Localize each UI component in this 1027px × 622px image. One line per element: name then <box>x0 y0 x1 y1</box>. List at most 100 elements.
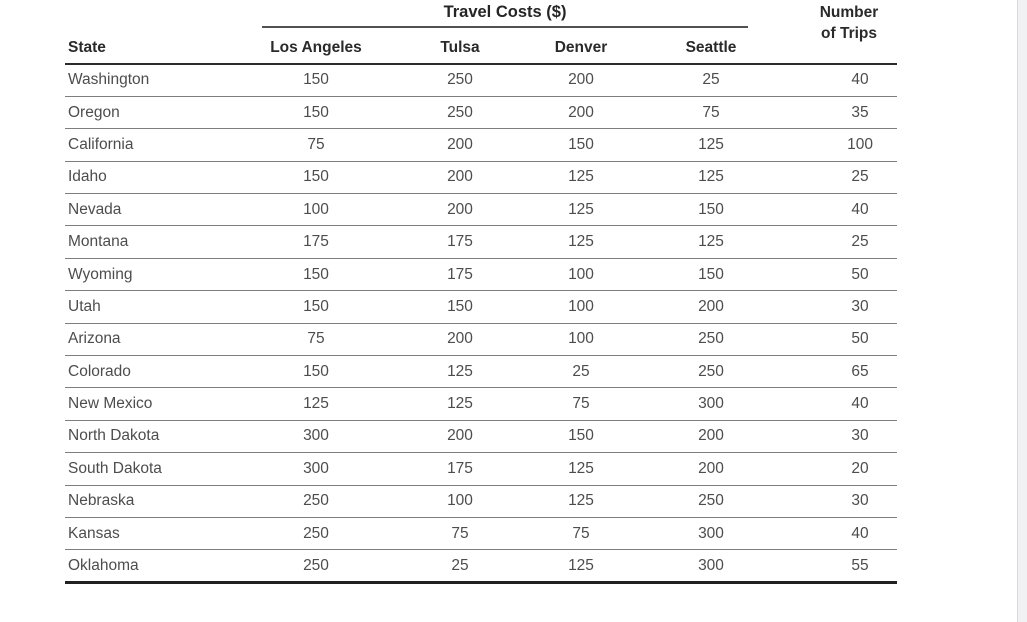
cost-cell: 25 <box>621 64 802 97</box>
column-header-row: State Los Angeles Tulsa Denver Seattle <box>65 28 897 65</box>
state-cell: Arizona <box>65 323 253 357</box>
cost-cell: 100 <box>541 290 621 324</box>
table-row: Idaho 150 200 125 125 25 <box>65 161 898 195</box>
spanner-spacer <box>65 2 253 28</box>
table-row: Washington 150 250 200 25 40 <box>65 64 898 97</box>
table-row: Oklahoma 250 25 125 300 55 <box>65 549 898 584</box>
table-row: Wyoming 150 175 100 150 50 <box>65 258 898 292</box>
cost-cell: 75 <box>253 128 379 162</box>
cost-cell: 125 <box>621 225 802 259</box>
state-cell: Nebraska <box>65 485 253 518</box>
column-header-denver: Denver <box>541 28 621 65</box>
state-cell: Montana <box>65 225 253 259</box>
cost-cell: 175 <box>253 225 379 259</box>
cost-cell: 175 <box>379 452 541 486</box>
cost-cell: 200 <box>621 290 802 324</box>
cost-cell: 100 <box>541 323 621 357</box>
cost-cell: 150 <box>253 355 379 389</box>
table-row: Nebraska 250 100 125 250 30 <box>65 485 898 518</box>
table-row: Utah 150 150 100 200 30 <box>65 290 898 324</box>
cost-cell: 125 <box>541 452 621 486</box>
cost-cell: 250 <box>379 64 541 97</box>
table-row: New Mexico 125 125 75 300 40 <box>65 387 898 421</box>
trips-cell: 40 <box>801 517 898 551</box>
trips-header-line1: Number <box>819 4 879 21</box>
cost-cell: 300 <box>621 387 802 421</box>
state-cell: Wyoming <box>65 258 253 292</box>
trips-header-line2: of Trips <box>821 25 877 42</box>
cost-cell: 125 <box>541 161 621 195</box>
state-cell: Kansas <box>65 517 253 551</box>
state-cell: North Dakota <box>65 420 253 454</box>
cost-cell: 250 <box>379 96 541 130</box>
state-cell: California <box>65 128 253 162</box>
cost-cell: 75 <box>253 323 379 357</box>
state-cell: Nevada <box>65 193 253 227</box>
spanner-header-cell: Travel Costs ($) <box>253 2 801 28</box>
table-row: Kansas 250 75 75 300 40 <box>65 517 898 551</box>
column-header-tulsa: Tulsa <box>379 28 541 65</box>
column-header-state: State <box>65 28 253 65</box>
trips-cell: 35 <box>801 96 898 130</box>
trips-cell: 25 <box>801 161 898 195</box>
state-cell: Utah <box>65 290 253 324</box>
trips-cell: 100 <box>801 128 898 162</box>
cost-cell: 300 <box>253 452 379 486</box>
trips-cell: 55 <box>801 549 898 584</box>
cost-cell: 250 <box>621 355 802 389</box>
spanner-header-label: Travel Costs ($) <box>262 2 749 28</box>
cost-cell: 250 <box>253 549 379 584</box>
trips-cell: 20 <box>801 452 898 486</box>
table-row: North Dakota 300 200 150 200 30 <box>65 420 898 454</box>
trips-cell: 40 <box>801 193 898 227</box>
column-header-los-angeles: Los Angeles <box>253 28 379 65</box>
cost-cell: 200 <box>541 96 621 130</box>
cost-cell: 25 <box>541 355 621 389</box>
cost-cell: 100 <box>253 193 379 227</box>
table-row: Colorado 150 125 25 250 65 <box>65 355 898 389</box>
trips-cell: 40 <box>801 64 898 97</box>
table-row: Montana 175 175 125 125 25 <box>65 225 898 259</box>
column-header-seattle: Seattle <box>621 28 802 65</box>
cost-cell: 175 <box>379 258 541 292</box>
trips-cell: 50 <box>801 258 898 292</box>
spanner-header-row: Travel Costs ($) Number of Trips <box>65 2 898 65</box>
trips-cell: 30 <box>801 420 898 454</box>
cost-cell: 125 <box>541 549 621 584</box>
table-row: South Dakota 300 175 125 200 20 <box>65 452 898 486</box>
cost-cell: 250 <box>253 485 379 518</box>
cost-cell: 125 <box>379 355 541 389</box>
cost-cell: 200 <box>379 128 541 162</box>
cost-cell: 200 <box>541 64 621 97</box>
trips-cell: 50 <box>801 323 898 357</box>
cost-cell: 150 <box>541 128 621 162</box>
cost-cell: 100 <box>541 258 621 292</box>
table-row: Arizona 75 200 100 250 50 <box>65 323 898 357</box>
cost-cell: 200 <box>379 193 541 227</box>
table-row: Oregon 150 250 200 75 35 <box>65 96 898 130</box>
table-body: Washington 150 250 200 25 40 Oregon 150 250 200 75… <box>65 64 898 584</box>
state-cell: South Dakota <box>65 452 253 486</box>
cost-cell: 125 <box>541 193 621 227</box>
cost-cell: 150 <box>541 420 621 454</box>
trips-cell: 40 <box>801 387 898 421</box>
state-cell: Colorado <box>65 355 253 389</box>
trips-cell: 65 <box>801 355 898 389</box>
cost-cell: 125 <box>621 128 802 162</box>
cost-cell: 150 <box>253 96 379 130</box>
cost-cell: 150 <box>253 258 379 292</box>
cost-cell: 125 <box>621 161 802 195</box>
cost-cell: 250 <box>621 485 802 518</box>
state-cell: Oklahoma <box>65 549 253 584</box>
state-cell: New Mexico <box>65 387 253 421</box>
cost-cell: 100 <box>379 485 541 518</box>
cost-cell: 150 <box>379 290 541 324</box>
state-cell: Oregon <box>65 96 253 130</box>
cost-cell: 200 <box>379 161 541 195</box>
cost-cell: 75 <box>379 517 541 551</box>
cost-cell: 300 <box>621 549 802 584</box>
cost-cell: 125 <box>541 485 621 518</box>
cost-cell: 75 <box>621 96 802 130</box>
cost-cell: 150 <box>253 64 379 97</box>
